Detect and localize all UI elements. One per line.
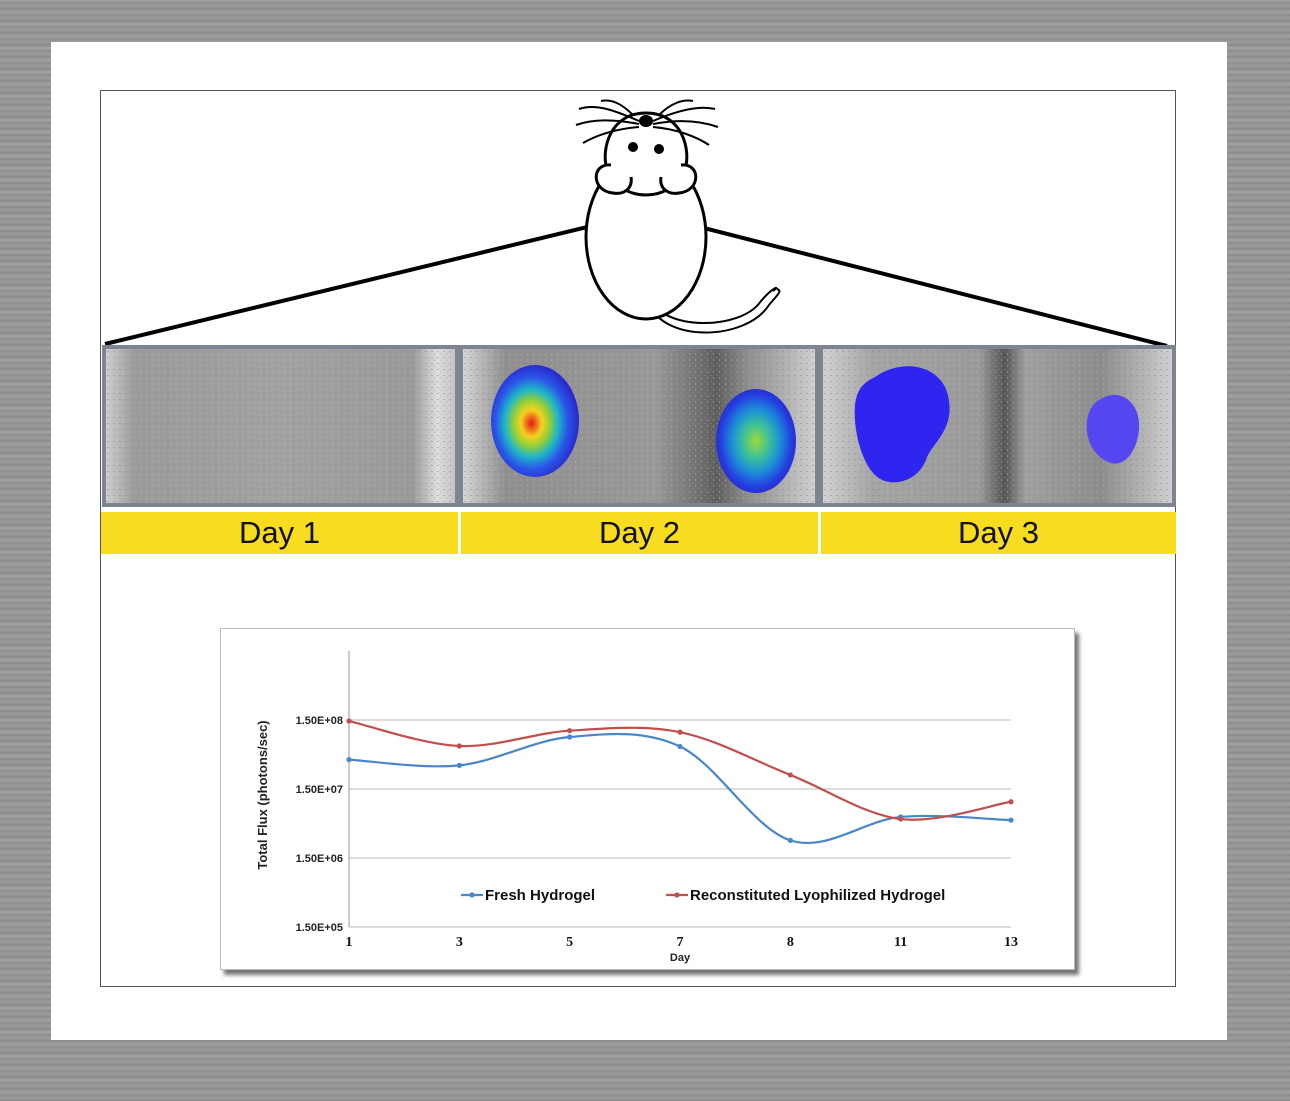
zoom-line-right bbox=[644, 211, 1168, 348]
x-axis-label: Day bbox=[670, 952, 691, 964]
legend: Fresh Hydrogel Reconstituted Lyophilized … bbox=[461, 887, 945, 904]
data-point bbox=[1008, 817, 1014, 823]
data-point bbox=[346, 718, 352, 724]
legend-swatch-dot bbox=[469, 892, 475, 898]
data-point bbox=[787, 772, 793, 778]
x-tick-label: 13 bbox=[1004, 935, 1018, 950]
data-point bbox=[677, 729, 683, 735]
data-point bbox=[456, 743, 462, 749]
y-tick-label: 1.50E+08 bbox=[296, 715, 343, 727]
mouse-tail bbox=[648, 286, 781, 334]
signal-spot-right bbox=[1086, 394, 1140, 464]
zoom-line-left bbox=[104, 211, 646, 346]
mouse-nose bbox=[639, 115, 653, 127]
data-point bbox=[456, 762, 462, 768]
mouse-illustration bbox=[104, 99, 1168, 348]
legend-label: Fresh Hydrogel bbox=[485, 887, 595, 904]
data-point bbox=[1008, 799, 1014, 805]
data-point bbox=[677, 743, 683, 750]
data-point bbox=[346, 757, 352, 763]
data-point bbox=[787, 837, 793, 843]
signal-spot-left bbox=[491, 365, 579, 477]
legend-swatch-dot bbox=[674, 892, 680, 898]
x-tick-label: 7 bbox=[677, 935, 684, 950]
x-tick-label: 1 bbox=[346, 935, 353, 950]
y-tick-label: 1.50E+05 bbox=[296, 922, 343, 934]
x-tick-label: 8 bbox=[787, 935, 794, 950]
y-tick-label: 1.50E+07 bbox=[296, 784, 343, 796]
signal-spot-right bbox=[716, 389, 796, 493]
signal-spot-left bbox=[854, 366, 950, 483]
flux-chart-svg: 1.50E+051.50E+061.50E+071.50E+081 3 5 7 8 11 1… bbox=[255, 651, 1018, 964]
day-label-2: Day 2 bbox=[461, 512, 818, 554]
legend-label: Reconstituted Lyophilized Hydrogel bbox=[690, 887, 945, 904]
day-label-3: Day 3 bbox=[821, 512, 1176, 554]
day-label-1: Day 1 bbox=[101, 512, 458, 554]
data-point bbox=[567, 728, 573, 734]
mouse-ear-left bbox=[594, 163, 633, 195]
flux-chart: 1.50E+05 1.50E+06 1.50E+07 1.50E+08 1 3 5 7 8 11 1… bbox=[220, 628, 1075, 970]
data-point bbox=[898, 816, 904, 822]
x-tick-label: 3 bbox=[456, 935, 463, 950]
imaging-panel-day-3 bbox=[819, 345, 1176, 507]
series-line-1 bbox=[348, 719, 1012, 821]
series-line-0 bbox=[348, 732, 1012, 845]
y-tick-label: 1.50E+06 bbox=[296, 853, 343, 865]
y-axis-label: Total Flux (photons/sec) bbox=[255, 720, 270, 869]
imaging-panel-day-1 bbox=[102, 345, 459, 507]
tick-labels: 1.50E+051.50E+061.50E+071.50E+081 3 5 7 8 11 1… bbox=[296, 715, 1018, 950]
imaging-panel-day-2 bbox=[459, 345, 819, 507]
mouse-eye-right bbox=[654, 144, 664, 154]
series-lines bbox=[346, 718, 1014, 845]
x-tick-label: 5 bbox=[566, 935, 573, 950]
data-point bbox=[567, 734, 573, 740]
x-tick-label: 11 bbox=[894, 935, 907, 950]
mouse-whiskers bbox=[575, 99, 719, 146]
mouse-ear-right bbox=[659, 163, 698, 195]
gridlines bbox=[349, 719, 1011, 928]
mouse-eye-left bbox=[628, 142, 638, 152]
